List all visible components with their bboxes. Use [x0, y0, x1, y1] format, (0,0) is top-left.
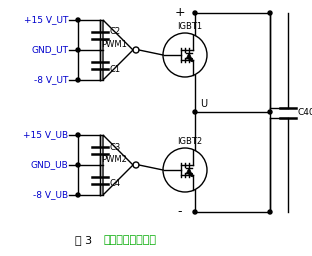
- Circle shape: [268, 210, 272, 214]
- Polygon shape: [186, 168, 192, 174]
- Circle shape: [193, 110, 197, 114]
- Circle shape: [76, 193, 80, 197]
- Text: +15 V_UB: +15 V_UB: [23, 131, 68, 140]
- Text: PWM2: PWM2: [101, 155, 127, 164]
- Circle shape: [268, 11, 272, 15]
- Circle shape: [193, 11, 197, 15]
- Circle shape: [268, 110, 272, 114]
- Text: +: +: [175, 6, 185, 19]
- Text: 门极驱动独立电源: 门极驱动独立电源: [104, 235, 157, 245]
- Circle shape: [76, 78, 80, 82]
- Text: C2: C2: [109, 27, 120, 37]
- Text: GND_UT: GND_UT: [31, 46, 68, 55]
- Text: C1: C1: [109, 65, 120, 73]
- Text: +15 V_UT: +15 V_UT: [24, 16, 68, 25]
- Text: C4: C4: [109, 179, 120, 188]
- Text: -: -: [178, 206, 182, 219]
- Text: -8 V_UB: -8 V_UB: [33, 190, 68, 199]
- Circle shape: [76, 48, 80, 52]
- Text: C401: C401: [298, 108, 312, 117]
- Text: PWM1: PWM1: [101, 40, 127, 49]
- Text: C3: C3: [109, 143, 120, 152]
- Text: U: U: [200, 99, 207, 109]
- Text: IGBT2: IGBT2: [177, 137, 202, 146]
- Text: 图 3: 图 3: [75, 235, 106, 245]
- Text: GND_UB: GND_UB: [30, 161, 68, 169]
- Circle shape: [76, 133, 80, 137]
- Polygon shape: [186, 53, 192, 59]
- Circle shape: [76, 163, 80, 167]
- Text: -8 V_UT: -8 V_UT: [34, 76, 68, 84]
- Circle shape: [76, 18, 80, 22]
- Text: IGBT1: IGBT1: [177, 22, 202, 31]
- Circle shape: [193, 210, 197, 214]
